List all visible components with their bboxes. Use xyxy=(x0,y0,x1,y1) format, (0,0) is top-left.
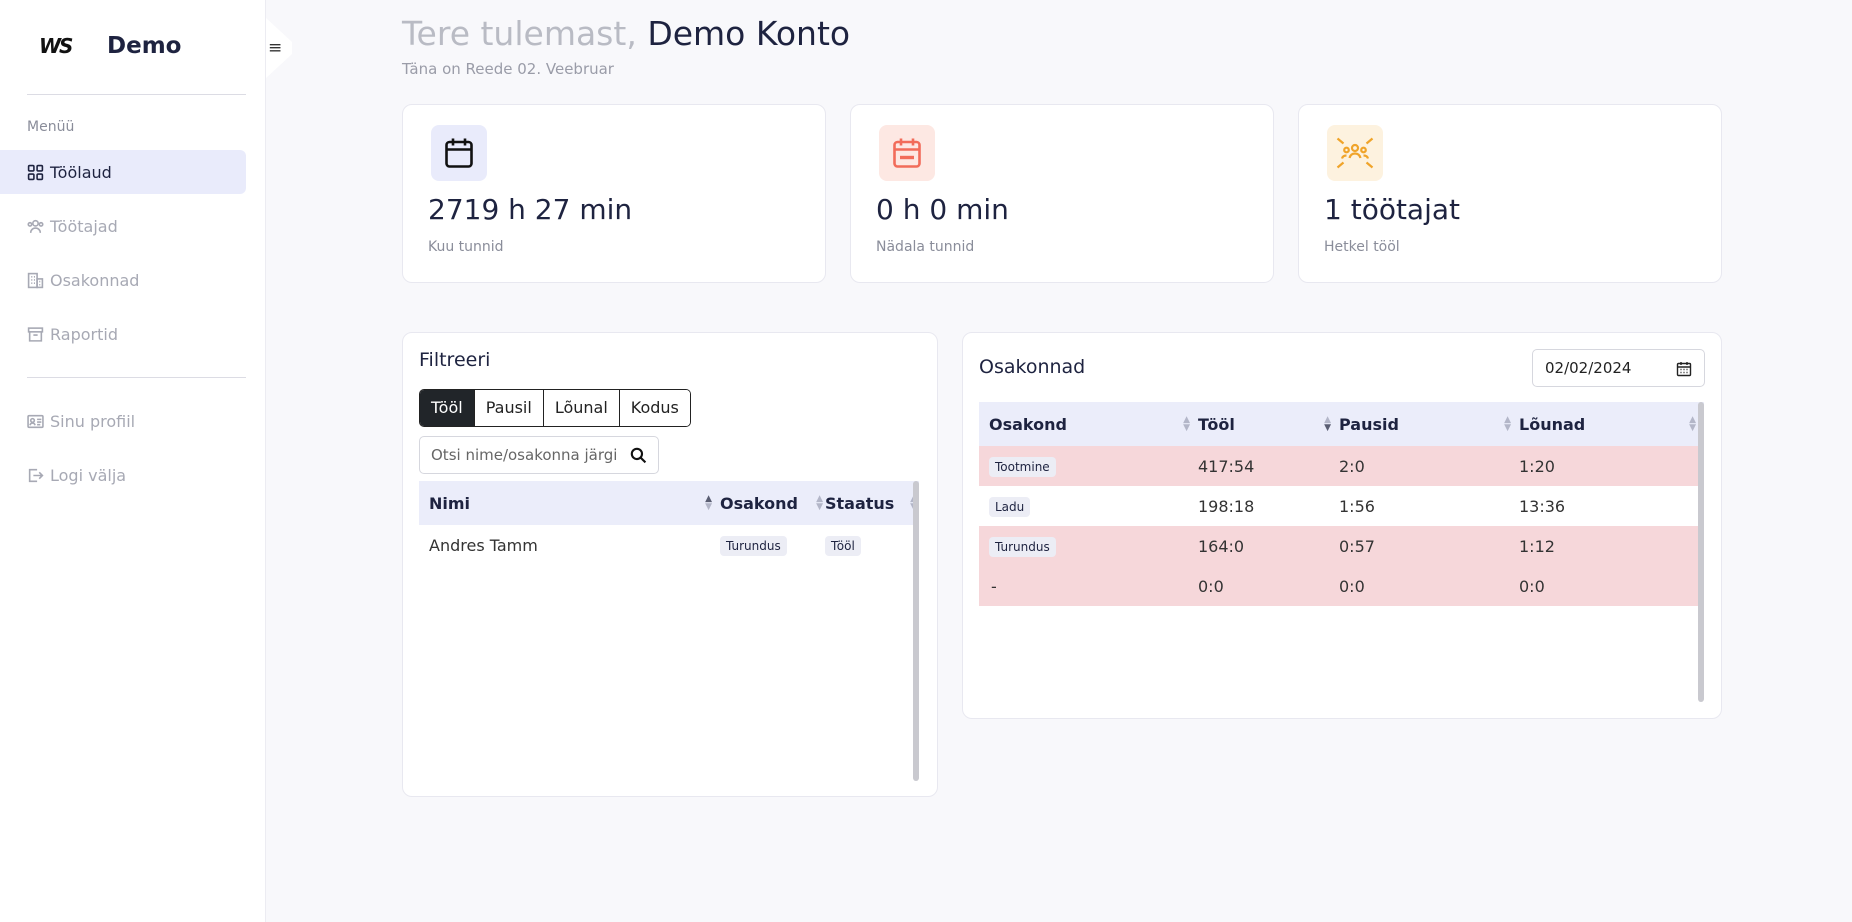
sort-icon: ▲▼ xyxy=(1689,415,1696,433)
team-icon xyxy=(1327,125,1383,181)
work-time: 198:18 xyxy=(1198,496,1255,516)
user-name: Demo Konto xyxy=(647,14,851,53)
sidebar-item-label: Logi välja xyxy=(50,465,127,485)
sort-icon: ▲▼ xyxy=(1504,415,1511,433)
lunch-time: 13:36 xyxy=(1519,496,1566,516)
stat-card-at-work: 1 töötajat Hetkel tööl xyxy=(1298,104,1722,283)
table-row[interactable]: Ladu 198:18 1:56 13:36 xyxy=(979,486,1704,526)
department-name: - xyxy=(979,566,1198,606)
search-box xyxy=(419,436,659,474)
brand[interactable]: WS Demo xyxy=(39,30,181,62)
work-time: 0:0 xyxy=(1198,566,1339,606)
sidebar-item-tootajad[interactable]: Töötajad xyxy=(0,204,246,248)
status-badge: Tööl xyxy=(825,535,861,556)
segment-kodus[interactable]: Kodus xyxy=(618,390,690,426)
employee-name: Andres Tamm xyxy=(429,535,538,555)
users-icon xyxy=(27,219,44,233)
department-badge: Turundus xyxy=(989,536,1056,557)
sidebar-item-label: Töölaud xyxy=(50,162,112,182)
filter-panel: Filtreeri Tööl Pausil Lõunal Kodus Nimi … xyxy=(402,332,938,797)
lunch-time: 1:12 xyxy=(1519,526,1704,566)
departments-panel: Osakonnad 02/02/2024 Osakond ▲ ▼ Tööl ▲ ▼ … xyxy=(962,332,1722,719)
sidebar-divider xyxy=(27,377,246,378)
sidebar-item-label: Töötajad xyxy=(50,216,118,236)
lunch-time: 0:0 xyxy=(1519,566,1704,606)
column-header-breaks[interactable]: Pausid ▲ ▼ xyxy=(1339,402,1519,446)
sort-icon: ▲▼ xyxy=(816,494,823,512)
date-picker[interactable]: 02/02/2024 xyxy=(1532,349,1705,387)
page-title: Tere tulemast, Demo Konto xyxy=(402,14,850,53)
table-row[interactable]: Tootmine 417:54 2:0 1:20 xyxy=(979,446,1704,486)
lunch-time: 1:20 xyxy=(1519,446,1704,486)
work-time: 164:0 xyxy=(1198,526,1339,566)
sidebar-item-raportid[interactable]: Raportid xyxy=(0,312,246,356)
search-icon[interactable] xyxy=(630,447,647,464)
id-card-icon xyxy=(27,414,44,428)
welcome-text: Tere tulemast, xyxy=(402,14,637,53)
column-header-status[interactable]: Staatus ▲▼ xyxy=(825,481,919,525)
stat-value: 0 h 0 min xyxy=(876,193,1009,226)
sidebar-item-profile[interactable]: Sinu profiil xyxy=(0,399,246,443)
departments-table: Osakond ▲ ▼ Tööl ▲ ▼ Pausid ▲ ▼ Lõunad ▲ ▼ xyxy=(979,402,1704,606)
department-badge: Turundus xyxy=(720,535,787,556)
stat-label: Kuu tunnid xyxy=(428,239,504,255)
column-header-lunches[interactable]: Lõunad ▲ ▼ xyxy=(1519,402,1704,446)
sidebar-divider xyxy=(27,94,246,95)
stat-card-month-hours: 2719 h 27 min Kuu tunnid xyxy=(402,104,826,283)
grid-icon xyxy=(27,164,44,180)
menu-title: Menüü xyxy=(27,119,75,135)
table-row[interactable]: - 0:0 0:0 0:0 xyxy=(979,566,1704,606)
filter-title: Filtreeri xyxy=(419,349,491,371)
status-filter-group: Tööl Pausil Lõunal Kodus xyxy=(419,389,691,427)
sort-icon: ▲▼ xyxy=(705,494,712,512)
archive-icon xyxy=(27,326,44,342)
sidebar-item-label: Sinu profiil xyxy=(50,411,136,431)
column-header-department[interactable]: Osakond ▲ ▼ xyxy=(979,402,1198,446)
table-row[interactable]: Andres Tamm Turundus Tööl xyxy=(419,525,919,565)
date-value: 02/02/2024 xyxy=(1545,359,1632,377)
sidebar-item-toolaud[interactable]: Töölaud xyxy=(0,150,246,194)
today-date: Täna on Reede 02. Veebruar xyxy=(402,60,614,78)
sidebar-item-label: Raportid xyxy=(50,324,118,344)
stat-value: 2719 h 27 min xyxy=(428,193,633,226)
department-badge: Ladu xyxy=(989,496,1031,517)
segment-pausil[interactable]: Pausil xyxy=(473,390,543,426)
work-time: 417:54 xyxy=(1198,446,1339,486)
column-header-department[interactable]: Osakond ▲ ▼ xyxy=(720,481,825,525)
sidebar-item-label: Osakonnad xyxy=(50,270,140,290)
calendar-icon xyxy=(431,125,487,181)
sort-icon: ▲▼ xyxy=(1324,415,1331,433)
table-scrollbar[interactable] xyxy=(913,481,919,781)
break-time: 2:0 xyxy=(1339,446,1519,486)
departments-title: Osakonnad xyxy=(979,356,1086,378)
search-input[interactable] xyxy=(431,446,626,464)
stat-card-week-hours: 0 h 0 min Nädala tunnid xyxy=(850,104,1274,283)
calendar-minus-icon xyxy=(879,125,935,181)
table-scrollbar[interactable] xyxy=(1698,402,1704,702)
stat-label: Hetkel tööl xyxy=(1324,239,1400,255)
menu-toggle-icon[interactable]: ≡ xyxy=(268,38,283,58)
sort-icon: ▲▼ xyxy=(1183,415,1190,433)
break-time: 1:56 xyxy=(1339,496,1375,516)
stat-value: 1 töötajat xyxy=(1324,193,1461,226)
stat-label: Nädala tunnid xyxy=(876,239,975,255)
column-header-work[interactable]: Tööl ▲ ▼ xyxy=(1198,402,1339,446)
table-row[interactable]: Turundus 164:0 0:57 1:12 xyxy=(979,526,1704,566)
sidebar: WS Demo Menüü Töölaud Töötajad Osakonnad… xyxy=(0,0,266,922)
department-badge: Tootmine xyxy=(989,456,1056,477)
sidebar-item-osakonnad[interactable]: Osakonnad xyxy=(0,258,246,302)
logout-icon xyxy=(28,468,44,482)
segment-toolal[interactable]: Tööl xyxy=(420,390,474,426)
brand-logo: WS xyxy=(39,34,73,58)
sidebar-item-logout[interactable]: Logi välja xyxy=(0,453,246,497)
company-name: Demo xyxy=(107,33,182,59)
segment-lounal[interactable]: Lõunal xyxy=(542,390,619,426)
building-icon xyxy=(27,272,44,288)
break-time: 0:0 xyxy=(1339,566,1519,606)
column-header-name[interactable]: Nimi ▲ ▼ xyxy=(419,481,720,525)
calendar-icon[interactable] xyxy=(1676,361,1692,377)
employee-table: Nimi ▲▼ Osakond ▲▼ Staatus ▲▼ Andres Tam… xyxy=(419,481,919,565)
break-time: 0:57 xyxy=(1339,526,1519,566)
